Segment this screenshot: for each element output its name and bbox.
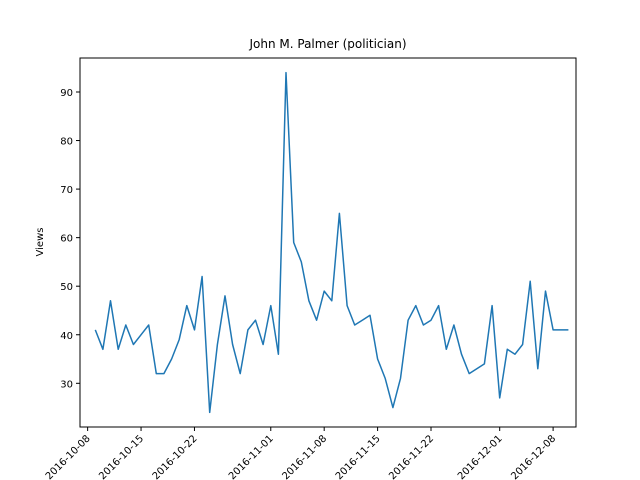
x-tick-label: 2016-11-08 [280, 433, 329, 480]
y-tick-label: 40 [60, 331, 73, 342]
y-tick-label: 60 [60, 234, 73, 245]
y-tick-label: 90 [60, 88, 73, 99]
y-axis-label: Views [35, 228, 46, 257]
x-tick-label: 2016-11-01 [227, 433, 276, 480]
plot-area [94, 71, 569, 414]
x-tick-label: 2016-12-08 [509, 433, 558, 480]
x-tick-label: 2016-11-15 [334, 433, 383, 480]
y-tick-label: 80 [60, 137, 73, 148]
y-axis-ticks: 30 40 50 60 70 80 90 [60, 88, 80, 390]
plot-frame [79, 57, 577, 428]
x-tick-label: 2016-10-08 [44, 433, 93, 480]
x-tick-label: 2016-11-22 [387, 433, 436, 480]
x-tick-label: 2016-10-22 [151, 433, 200, 480]
series-line [94, 71, 569, 414]
chart-title: John M. Palmer (politician) [248, 37, 406, 51]
y-tick-label: 30 [60, 379, 73, 390]
x-axis-ticks: 2016-10-08 2016-10-15 2016-10-22 2016-11-01… [44, 427, 558, 480]
y-tick-label: 70 [60, 185, 73, 196]
x-tick-label: 2016-12-01 [456, 433, 505, 480]
y-tick-label: 50 [60, 282, 73, 293]
x-tick-label: 2016-10-15 [97, 433, 146, 480]
